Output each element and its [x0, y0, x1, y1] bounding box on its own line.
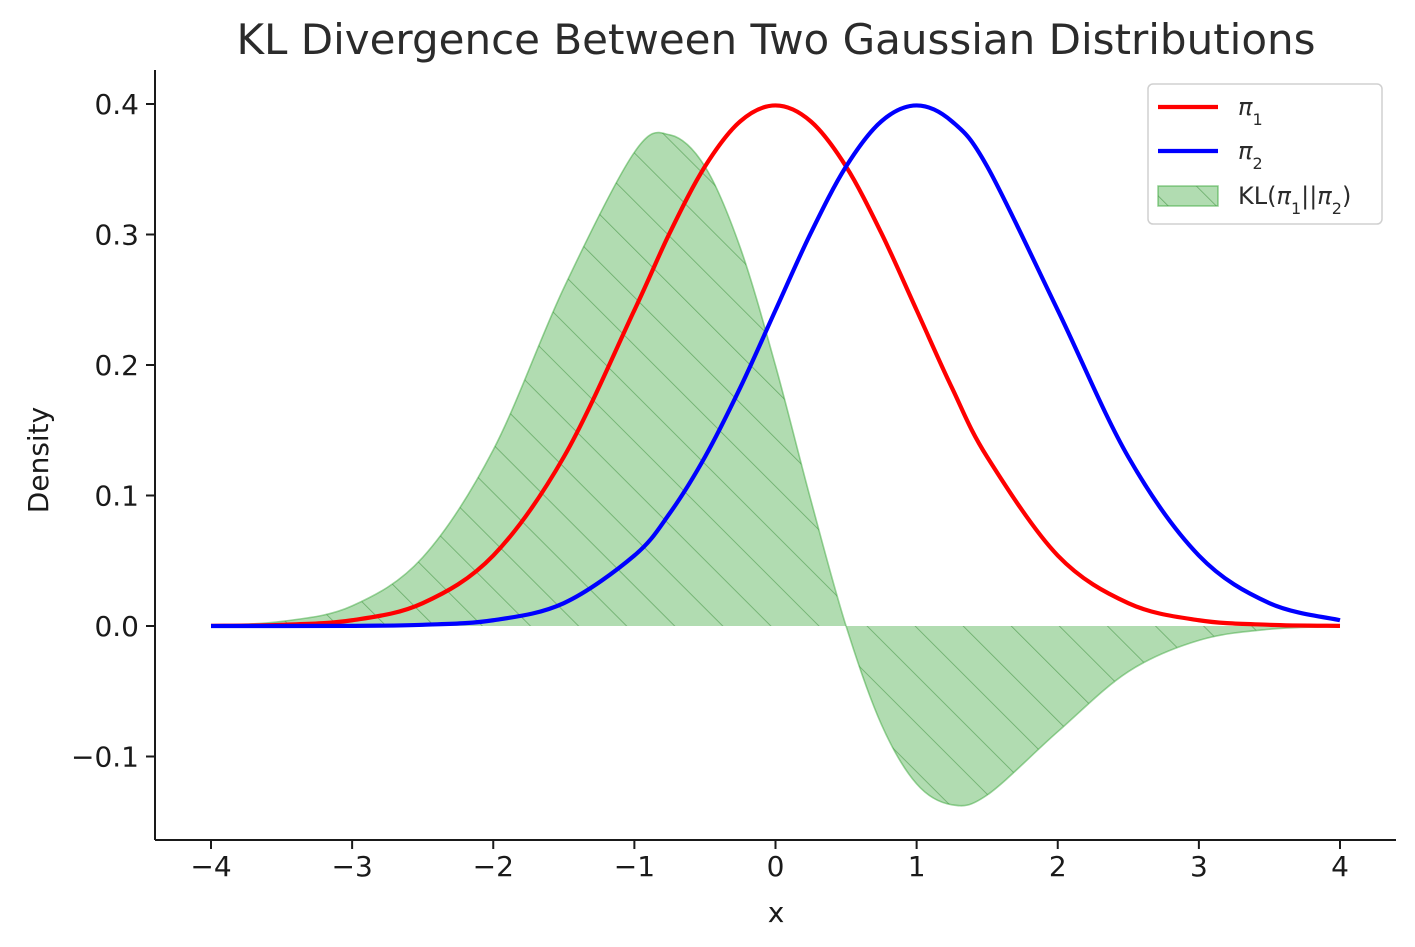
chart-title: KL Divergence Between Two Gaussian Distr… [236, 15, 1315, 64]
x-tick-label: −4 [190, 850, 231, 883]
x-tick-label: 0 [767, 850, 785, 883]
x-tick-label: 1 [908, 850, 926, 883]
x-tick-label: 4 [1331, 850, 1349, 883]
legend-label-kl: KL(π1||π2) [1238, 182, 1351, 218]
series-line-pi1 [210, 103, 1341, 628]
plot-area [210, 103, 1341, 807]
kl-area-edge [210, 131, 1341, 807]
kl-area-hatch [211, 132, 1340, 806]
legend-label-pi1: π1 [1238, 93, 1263, 129]
y-tick-label: −0.1 [71, 741, 139, 774]
x-axis-label: x [768, 896, 785, 929]
x-tick-label: 2 [1049, 850, 1067, 883]
series-line-pi2 [210, 103, 1341, 629]
y-axis-ticks: −0.1 0.0 0.1 0.2 0.3 0.4 [71, 88, 155, 774]
legend-label-pi2: π2 [1238, 137, 1263, 173]
x-axis-ticks: −4 −3 −2 −1 0 1 2 3 4 [190, 840, 1349, 883]
x-tick-label: −1 [614, 850, 655, 883]
x-tick-label: −2 [473, 850, 514, 883]
legend-handle-kl-hatch [1158, 186, 1218, 206]
x-tick-label: 3 [1190, 850, 1208, 883]
y-tick-label: 0.3 [94, 219, 139, 252]
y-tick-label: 0.2 [94, 349, 139, 382]
y-axis-label: Density [22, 407, 55, 513]
y-tick-label: 0.0 [94, 610, 139, 643]
x-tick-label: −3 [331, 850, 372, 883]
y-tick-label: 0.4 [94, 88, 139, 121]
y-tick-label: 0.1 [94, 480, 139, 513]
legend: π1 π2 KL(π1||π2) [1147, 83, 1383, 225]
